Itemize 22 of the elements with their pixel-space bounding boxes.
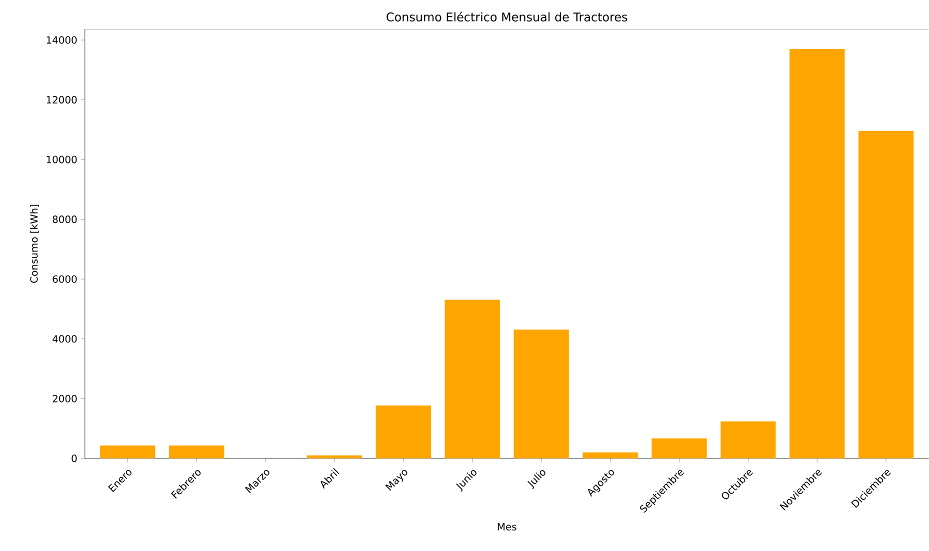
chart-title: Consumo Eléctrico Mensual de Tractores bbox=[386, 12, 628, 22]
y-tick-label: 4000 bbox=[52, 334, 77, 342]
y-tick-label: 14000 bbox=[46, 36, 77, 44]
y-tick-label: 8000 bbox=[52, 215, 77, 223]
bar bbox=[790, 48, 845, 458]
bar bbox=[582, 452, 638, 458]
bar bbox=[514, 329, 569, 458]
bar bbox=[306, 455, 362, 458]
y-tick-label: 12000 bbox=[46, 96, 77, 104]
y-tick-label: 2000 bbox=[52, 394, 77, 402]
y-tick-label: 10000 bbox=[46, 156, 77, 164]
bar bbox=[376, 405, 432, 458]
y-tick-label: 6000 bbox=[52, 275, 77, 283]
y-axis-title: Consumo [kWh] bbox=[30, 204, 39, 283]
bar bbox=[169, 445, 224, 458]
bar bbox=[652, 438, 707, 458]
x-axis-title: Mes bbox=[498, 522, 516, 530]
bar bbox=[444, 300, 500, 458]
y-tick-label: 0 bbox=[72, 454, 77, 462]
bar bbox=[720, 421, 776, 458]
bar bbox=[858, 130, 914, 458]
bar bbox=[100, 445, 156, 458]
